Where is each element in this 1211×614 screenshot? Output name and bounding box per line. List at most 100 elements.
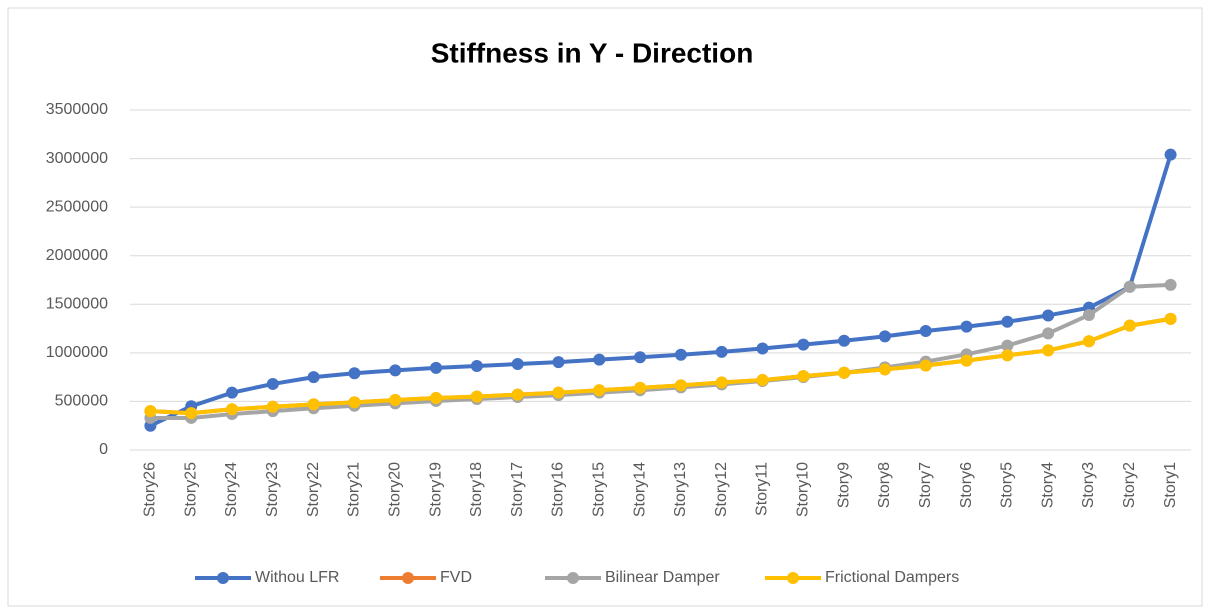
data-point [511, 388, 524, 401]
y-tick-label: 500000 [55, 393, 108, 410]
data-point [1042, 309, 1055, 322]
data-point [674, 379, 687, 392]
series-line [150, 316, 1171, 416]
data-point [470, 359, 483, 372]
data-point [1164, 148, 1177, 161]
y-tick-label: 0 [99, 441, 108, 458]
data-point [185, 407, 198, 420]
x-tick-label: Story24 [223, 462, 240, 517]
data-point [838, 334, 851, 347]
y-tick-label: 3500000 [46, 101, 108, 118]
y-tick-label: 2500000 [46, 198, 108, 215]
x-tick-label: Story17 [509, 462, 526, 517]
data-point [1123, 319, 1136, 332]
x-tick-label: Story25 [182, 462, 199, 517]
data-point [878, 330, 891, 343]
data-point [1042, 344, 1055, 357]
data-point [960, 354, 973, 367]
data-point [674, 348, 687, 361]
data-point [1082, 335, 1095, 348]
y-tick-label: 1000000 [46, 344, 108, 361]
data-point [1042, 327, 1055, 340]
x-tick-label: Story19 [427, 462, 444, 517]
data-point [144, 405, 157, 418]
x-tick-label: Story2 [1121, 462, 1138, 508]
data-point [1123, 280, 1136, 293]
x-tick-label: Story20 [386, 462, 403, 517]
data-point [1001, 349, 1014, 362]
x-tick-label: Story9 [835, 462, 852, 508]
data-point [266, 400, 279, 413]
data-point [1164, 312, 1177, 325]
legend-label: Withou LFR [255, 569, 339, 586]
x-tick-label: Story13 [672, 462, 689, 517]
data-point [1001, 339, 1014, 352]
x-tick-label: Story15 [591, 462, 608, 517]
data-point [430, 392, 443, 405]
x-tick-label: Story6 [958, 462, 975, 508]
data-point [1164, 278, 1177, 291]
data-point [960, 320, 973, 333]
x-tick-label: Story18 [468, 462, 485, 517]
x-tick-label: Story14 [631, 462, 648, 517]
x-tick-label: Story21 [346, 462, 363, 517]
data-point [226, 386, 239, 399]
data-point [552, 356, 565, 369]
x-tick-label: Story12 [713, 462, 730, 517]
x-tick-label: Story23 [264, 462, 281, 517]
data-point [919, 325, 932, 337]
y-tick-label: 2000000 [46, 247, 108, 264]
x-tick-label: Story22 [305, 462, 322, 517]
x-tick-label: Story11 [754, 462, 771, 516]
legend-label: FVD [440, 569, 472, 586]
data-point [715, 376, 728, 389]
data-point [511, 358, 524, 371]
data-point [1082, 308, 1095, 321]
data-point [756, 342, 769, 355]
data-point [919, 359, 932, 372]
x-tick-label: Story5 [999, 462, 1016, 508]
legend-label: Frictional Dampers [825, 569, 959, 586]
chart-title: Stiffness in Y - Direction [431, 37, 754, 68]
data-point [593, 384, 606, 397]
y-tick-label: 3000000 [46, 150, 108, 167]
data-point [1001, 315, 1014, 328]
data-point [430, 361, 443, 374]
data-point [838, 366, 851, 379]
x-tick-label: Story4 [1039, 462, 1056, 508]
data-point [348, 367, 361, 380]
x-tick-label: Story1 [1162, 462, 1179, 508]
data-point [470, 390, 483, 403]
data-point [593, 353, 606, 366]
x-tick-label: Story7 [917, 462, 934, 508]
data-point [552, 386, 565, 399]
x-tick-label: Story3 [1080, 462, 1097, 508]
legend-marker [567, 572, 579, 584]
data-point [307, 371, 320, 384]
legend-marker [787, 572, 799, 584]
data-point [389, 364, 402, 377]
data-point [389, 393, 402, 406]
data-point [226, 403, 239, 416]
data-point [634, 351, 647, 364]
data-point [348, 396, 361, 409]
data-point [797, 338, 810, 351]
data-point [266, 377, 279, 390]
legend-marker [217, 572, 229, 584]
data-point [878, 363, 891, 376]
data-point [715, 345, 728, 358]
data-point [307, 398, 320, 411]
series-line [149, 154, 1173, 428]
series-line [150, 282, 1171, 420]
y-tick-label: 1500000 [46, 296, 108, 313]
x-tick-label: Story10 [795, 462, 812, 517]
x-tick-label: Story16 [550, 462, 567, 517]
data-point [756, 374, 769, 387]
x-tick-label: Story26 [142, 462, 159, 517]
legend-marker [402, 572, 414, 584]
data-point [634, 381, 647, 394]
data-point [797, 370, 810, 383]
x-tick-label: Story8 [876, 462, 893, 508]
chart-border [7, 7, 1203, 607]
